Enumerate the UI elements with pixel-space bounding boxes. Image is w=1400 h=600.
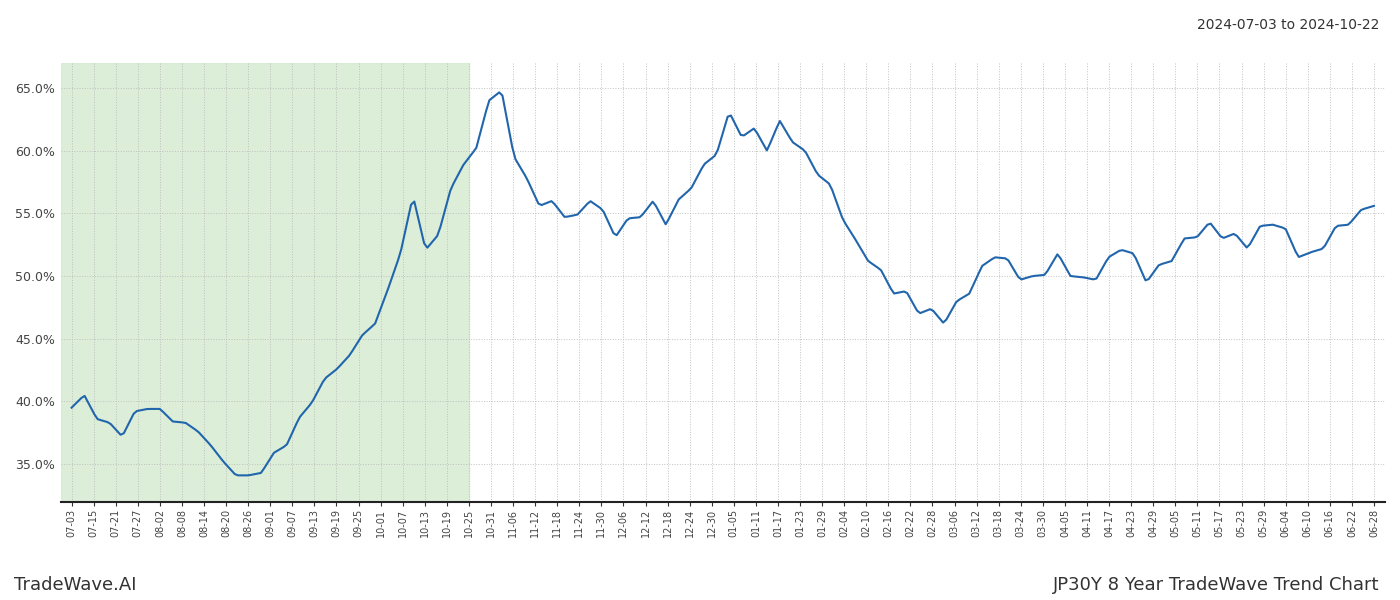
Bar [60,63,469,502]
Text: 2024-07-03 to 2024-10-22: 2024-07-03 to 2024-10-22 [1197,18,1379,32]
Text: JP30Y 8 Year TradeWave Trend Chart: JP30Y 8 Year TradeWave Trend Chart [1053,576,1379,594]
Text: TradeWave.AI: TradeWave.AI [14,576,137,594]
